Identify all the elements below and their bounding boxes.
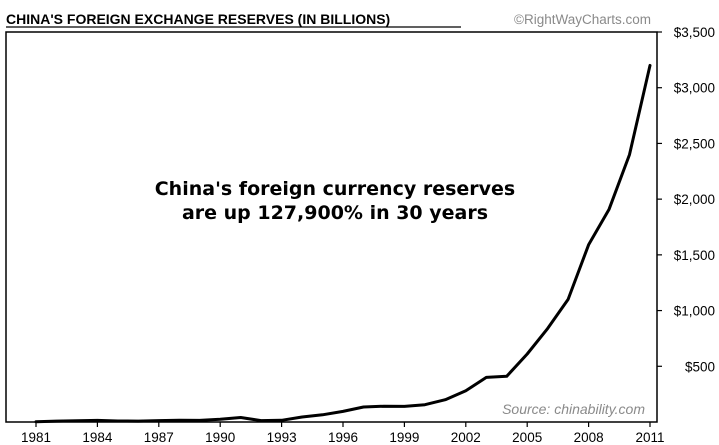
y-tick-label: $500	[685, 359, 715, 374]
annotation-line-2: are up 127,900% in 30 years	[182, 202, 488, 224]
y-tick-label: $3,000	[674, 81, 715, 96]
y-tick-label: $1,500	[674, 248, 715, 263]
y-tick-label: $1,000	[674, 304, 715, 319]
x-tick-label: 2002	[451, 430, 481, 445]
x-tick-label: 1996	[328, 430, 358, 445]
annotation-line-1: China's foreign currency reserves	[155, 178, 516, 200]
series-line	[34, 63, 652, 424]
y-tick-label: $2,000	[674, 192, 715, 207]
x-tick-label: 2011	[635, 430, 664, 445]
x-tick-label: 1981	[21, 430, 51, 445]
x-tick-label: 1990	[205, 430, 235, 445]
y-tick-label: $3,500	[674, 25, 715, 40]
x-tick-label: 1987	[144, 430, 174, 445]
chart-title: CHINA'S FOREIGN EXCHANGE RESERVES (IN BI…	[6, 11, 390, 27]
y-axis: $500 $1,000 $1,500 $2,000 $2,500 $3,000 $3,500	[657, 25, 715, 374]
plot-frame	[5, 31, 658, 423]
y-tick-label: $2,500	[674, 136, 715, 151]
credit-text: ©RightWayCharts.com	[514, 12, 651, 27]
x-tick-label: 1984	[82, 430, 113, 445]
series-layer	[34, 63, 652, 424]
x-axis: 1981 1984 1987 1990 1993 1996 1999 2002 2005 2008…	[21, 422, 665, 445]
source-text: Source: chinability.com	[502, 401, 645, 417]
x-tick-label: 1993	[267, 430, 297, 445]
x-tick-label: 1999	[389, 430, 419, 445]
x-tick-label: 2005	[512, 430, 542, 445]
x-tick-label: 2008	[574, 430, 604, 445]
